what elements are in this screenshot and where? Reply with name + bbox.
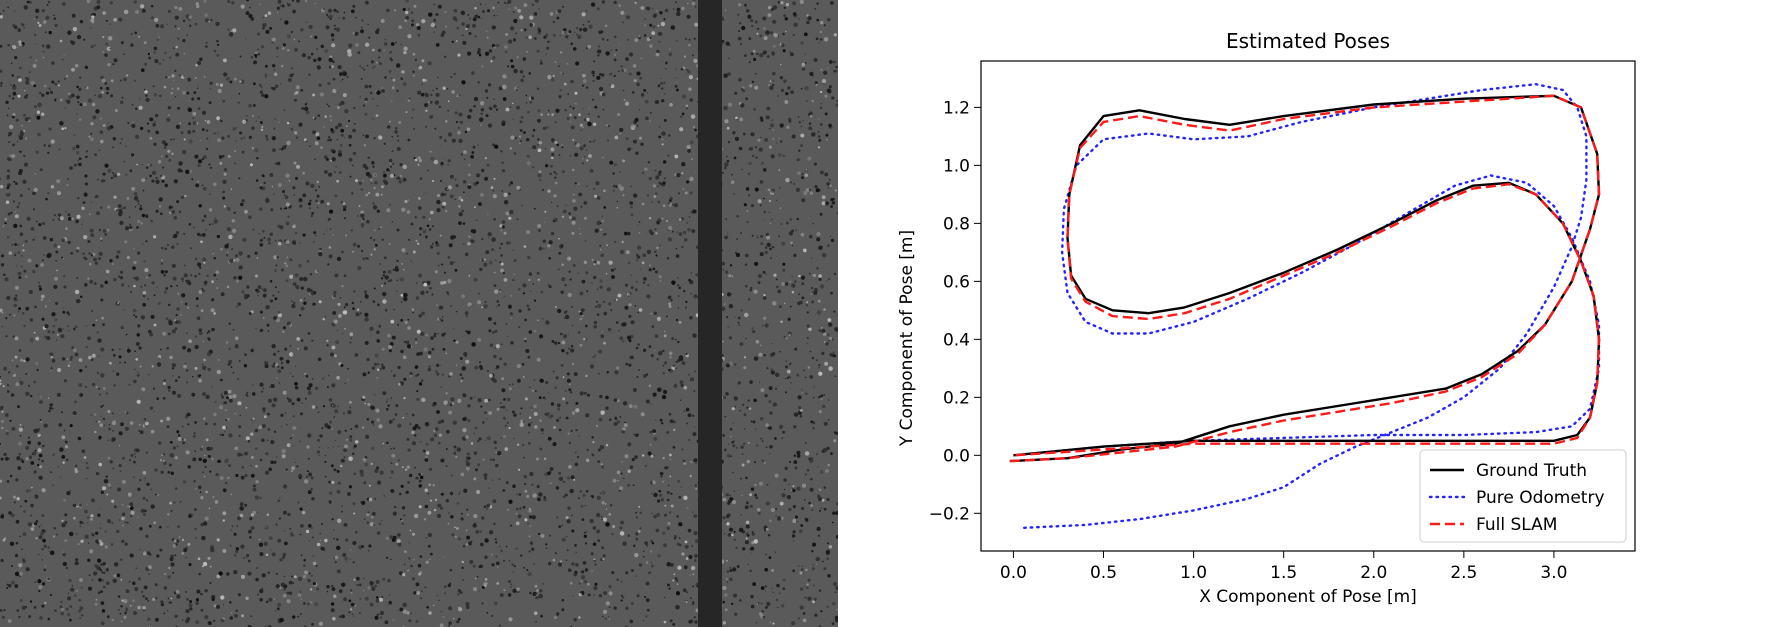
legend-label-pure-odometry: Pure Odometry xyxy=(1476,488,1605,508)
series-lines xyxy=(1009,82,1601,529)
pose-plot: Estimated Poses 0.0 0.5 1.0 1.5 2.0 2.5 3.0 −0… xyxy=(838,0,1768,627)
floor-speckles xyxy=(0,0,838,627)
x-tick-label: 3.0 xyxy=(1540,563,1567,583)
x-tick-label: 2.0 xyxy=(1360,563,1387,583)
tape-strip xyxy=(698,0,722,627)
y-tick-label: 1.0 xyxy=(943,156,970,176)
y-tick-label: 0.8 xyxy=(943,214,970,234)
y-tick-label: 0.4 xyxy=(943,330,970,350)
plot-frame xyxy=(980,60,1636,552)
x-axis-label: X Component of Pose [m] xyxy=(1199,587,1417,607)
x-tick-label: 0.0 xyxy=(1000,563,1027,583)
pose-chart-svg: Estimated Poses 0.0 0.5 1.0 1.5 2.0 2.5 3.0 −0… xyxy=(897,29,1636,607)
y-axis-label: Y Component of Pose [m] xyxy=(897,230,917,447)
legend: Ground Truth Pure Odometry Full SLAM xyxy=(1419,449,1627,543)
legend-label-full-slam: Full SLAM xyxy=(1476,515,1557,535)
camera-view xyxy=(0,0,838,627)
y-tick-label: 0.2 xyxy=(943,388,970,408)
series-line-full-slam xyxy=(1009,94,1601,463)
x-tick-label: 2.5 xyxy=(1450,563,1477,583)
x-axis: 0.0 0.5 1.0 1.5 2.0 2.5 3.0 xyxy=(1000,551,1567,583)
y-tick-label: −0.2 xyxy=(929,504,970,524)
y-tick-label: 0.6 xyxy=(943,272,970,292)
y-tick-label: 1.2 xyxy=(943,98,970,118)
legend-box xyxy=(1419,449,1627,543)
floor-texture-image xyxy=(0,0,838,627)
y-axis: −0.2 0.0 0.2 0.4 0.6 0.8 1.0 1.2 xyxy=(929,98,981,524)
legend-label-ground-truth: Ground Truth xyxy=(1476,461,1587,481)
chart-title: Estimated Poses xyxy=(1226,29,1390,53)
x-tick-label: 0.5 xyxy=(1090,563,1117,583)
y-tick-label: 0.0 xyxy=(943,446,970,466)
series-line-ground-truth xyxy=(1009,94,1601,463)
x-tick-label: 1.0 xyxy=(1180,563,1207,583)
x-tick-label: 1.5 xyxy=(1270,563,1297,583)
